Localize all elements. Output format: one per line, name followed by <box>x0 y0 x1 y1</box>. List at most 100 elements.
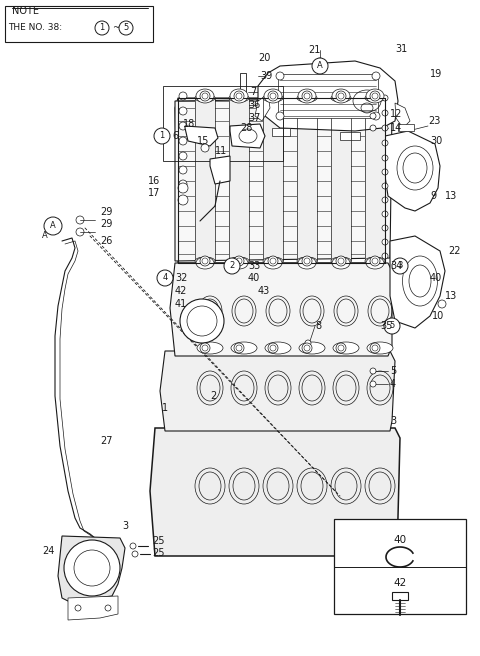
Polygon shape <box>68 596 118 620</box>
Text: 14: 14 <box>390 123 402 133</box>
Bar <box>365 98 385 261</box>
Ellipse shape <box>297 257 317 265</box>
Bar <box>5 6 153 42</box>
Text: 23: 23 <box>428 116 440 126</box>
Circle shape <box>336 91 346 101</box>
Ellipse shape <box>230 89 248 103</box>
Circle shape <box>180 299 224 343</box>
Ellipse shape <box>332 89 350 103</box>
Text: NOTE: NOTE <box>12 6 39 16</box>
Text: THE NO. 38:: THE NO. 38: <box>8 24 65 33</box>
Circle shape <box>178 195 188 205</box>
Circle shape <box>130 543 136 549</box>
Bar <box>278 74 378 118</box>
Circle shape <box>302 343 312 353</box>
Polygon shape <box>170 263 392 356</box>
Text: 8: 8 <box>315 321 321 331</box>
Polygon shape <box>58 536 125 601</box>
Polygon shape <box>185 126 218 146</box>
Ellipse shape <box>264 89 282 103</box>
Ellipse shape <box>331 94 351 102</box>
Ellipse shape <box>265 342 291 354</box>
Text: 37: 37 <box>248 113 260 123</box>
Ellipse shape <box>231 342 257 354</box>
Bar <box>392 592 408 600</box>
Circle shape <box>76 228 84 236</box>
Ellipse shape <box>263 94 283 102</box>
Text: 13: 13 <box>445 191 457 201</box>
Circle shape <box>304 93 310 99</box>
Bar <box>263 98 283 261</box>
Circle shape <box>370 381 376 387</box>
Text: 2: 2 <box>210 391 216 401</box>
Circle shape <box>200 256 210 266</box>
Circle shape <box>200 91 210 101</box>
Circle shape <box>270 345 276 351</box>
Polygon shape <box>340 132 360 140</box>
Circle shape <box>338 93 344 99</box>
Circle shape <box>304 258 310 264</box>
Circle shape <box>382 225 388 231</box>
Polygon shape <box>160 351 395 431</box>
Circle shape <box>202 93 208 99</box>
Circle shape <box>276 72 284 80</box>
Circle shape <box>382 125 388 131</box>
Circle shape <box>202 345 208 351</box>
Ellipse shape <box>333 342 359 354</box>
Text: 36: 36 <box>248 100 260 110</box>
Polygon shape <box>258 61 398 131</box>
Ellipse shape <box>229 257 249 265</box>
Text: 29: 29 <box>100 207 112 217</box>
Ellipse shape <box>365 257 385 265</box>
Text: 18: 18 <box>183 119 195 129</box>
Text: ~: ~ <box>112 24 120 33</box>
Bar <box>195 98 215 261</box>
Ellipse shape <box>264 257 282 269</box>
Text: 22: 22 <box>448 246 460 256</box>
Circle shape <box>270 258 276 264</box>
Text: 4: 4 <box>162 274 168 283</box>
Text: 1: 1 <box>159 131 165 140</box>
Text: 25: 25 <box>152 536 165 546</box>
Polygon shape <box>210 156 230 184</box>
Text: 42: 42 <box>175 286 187 296</box>
Circle shape <box>382 253 388 259</box>
Bar <box>240 73 246 121</box>
Circle shape <box>236 258 242 264</box>
Circle shape <box>336 256 346 266</box>
Text: 26: 26 <box>100 236 112 246</box>
Text: 21: 21 <box>308 45 320 55</box>
Circle shape <box>154 128 170 144</box>
Circle shape <box>64 540 120 596</box>
Circle shape <box>224 258 240 274</box>
Text: 16: 16 <box>148 176 160 186</box>
Circle shape <box>179 122 187 130</box>
Text: 19: 19 <box>430 69 442 79</box>
Text: 35: 35 <box>380 321 392 331</box>
Text: 6: 6 <box>172 131 178 141</box>
Polygon shape <box>175 98 392 261</box>
Polygon shape <box>398 124 414 131</box>
Circle shape <box>76 216 84 224</box>
Text: 17: 17 <box>148 188 160 198</box>
Circle shape <box>268 343 278 353</box>
Text: 15: 15 <box>197 136 209 146</box>
Ellipse shape <box>331 257 351 265</box>
Text: 4: 4 <box>390 379 396 389</box>
Circle shape <box>179 166 187 174</box>
Bar <box>334 519 466 614</box>
Circle shape <box>372 258 378 264</box>
Ellipse shape <box>298 257 316 269</box>
Circle shape <box>132 551 138 557</box>
Circle shape <box>268 91 278 101</box>
Circle shape <box>179 137 187 145</box>
Circle shape <box>370 125 376 131</box>
Polygon shape <box>395 103 410 128</box>
Ellipse shape <box>197 342 223 354</box>
Text: 33: 33 <box>248 261 260 271</box>
Circle shape <box>384 318 400 334</box>
Circle shape <box>202 258 208 264</box>
Ellipse shape <box>367 342 393 354</box>
Ellipse shape <box>297 94 317 102</box>
Text: 3: 3 <box>397 262 403 270</box>
